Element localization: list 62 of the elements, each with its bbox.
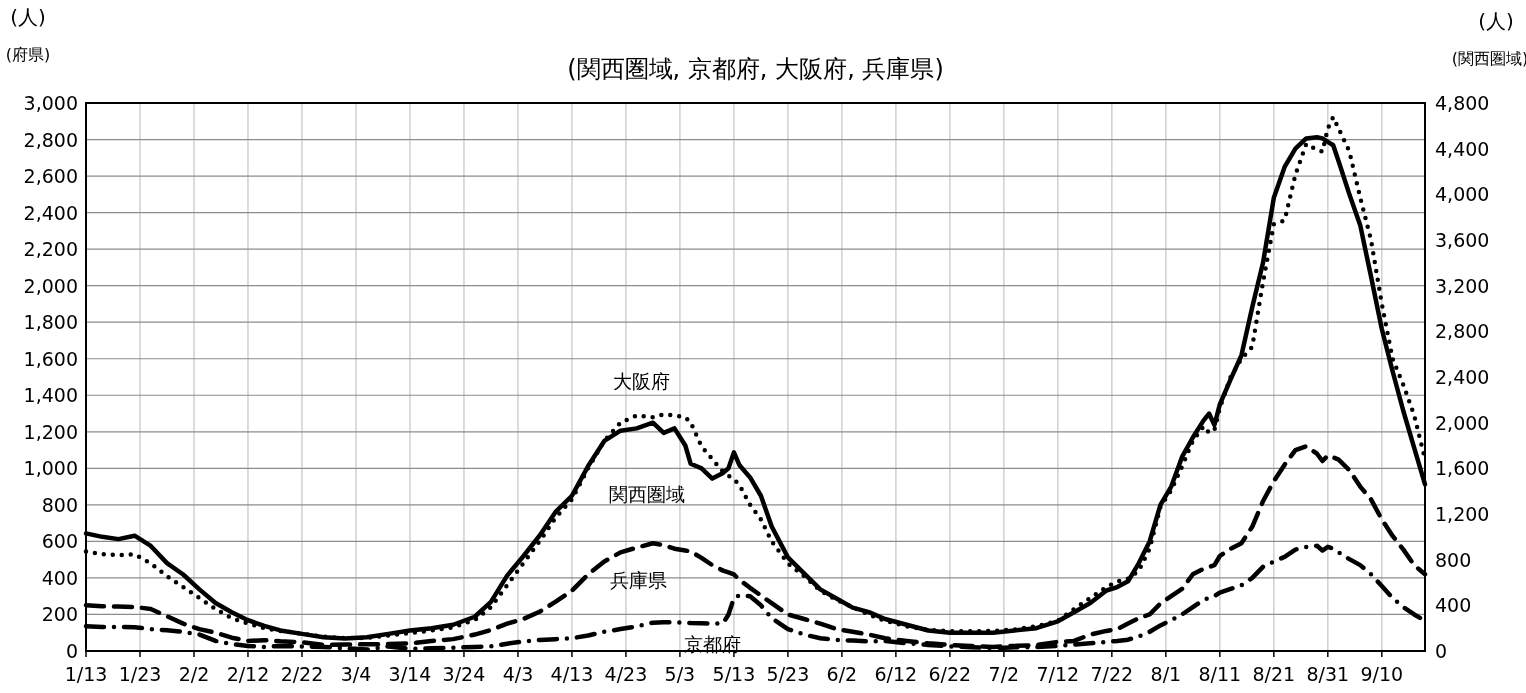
series-label: 兵庫県 bbox=[609, 568, 667, 591]
y-tick-label: 2,400 bbox=[23, 201, 78, 224]
x-tick-label: 2/22 bbox=[280, 663, 324, 685]
x-tick-label: 8/1 bbox=[1150, 663, 1182, 685]
text: (府県) bbox=[5, 45, 51, 64]
y-tick-label: 0 bbox=[65, 640, 78, 662]
series-label: 大阪府 bbox=[613, 369, 671, 392]
y-tick-label: 1,400 bbox=[23, 384, 78, 407]
x-tick-label: 9/10 bbox=[1360, 663, 1404, 685]
x-tick-label: 2/2 bbox=[178, 663, 210, 685]
chart-title: (関西圏域, 京都府, 大阪府, 兵庫県) bbox=[567, 55, 944, 83]
x-tick-label: 3/4 bbox=[340, 663, 372, 685]
y2-tick-label: 3,600 bbox=[1435, 229, 1490, 251]
x-tick-label: 8/21 bbox=[1252, 663, 1296, 685]
x-tick-label: 8/31 bbox=[1306, 663, 1350, 685]
y-tick-label: 2,600 bbox=[23, 165, 78, 188]
y2-tick-label: 3,200 bbox=[1435, 274, 1490, 297]
x-tick-label: 1/13 bbox=[64, 663, 108, 685]
y-tick-label: 600 bbox=[41, 530, 78, 553]
x-tick-label: 3/14 bbox=[388, 663, 432, 685]
x-tick-label: 7/22 bbox=[1090, 663, 1134, 685]
y2-tick-label: 0 bbox=[1435, 640, 1448, 662]
y2-tick-label: 800 bbox=[1435, 548, 1472, 571]
x-tick-label: 6/12 bbox=[874, 663, 918, 685]
y2-tick-label: 2,800 bbox=[1435, 320, 1490, 343]
x-tick-label: 5/13 bbox=[712, 663, 756, 685]
x-tick-label: 8/11 bbox=[1198, 663, 1242, 685]
y-tick-label: 400 bbox=[41, 566, 78, 589]
y-tick-label: 3,000 bbox=[23, 92, 78, 114]
x-tick-label: 5/3 bbox=[664, 663, 696, 685]
x-tick-label: 7/12 bbox=[1036, 663, 1080, 685]
y2-tick-label: 4,400 bbox=[1435, 137, 1490, 160]
x-tick-label: 3/24 bbox=[442, 663, 486, 685]
y2-tick-label: 1,200 bbox=[1435, 503, 1490, 525]
y-axis-title: (人) bbox=[10, 5, 46, 29]
x-tick-label: 4/13 bbox=[550, 663, 594, 685]
y2-axis-title: (人) bbox=[1478, 9, 1514, 33]
x-tick-label: 6/2 bbox=[826, 663, 858, 685]
y2-tick-label: 400 bbox=[1435, 594, 1472, 617]
y-tick-label: 2,000 bbox=[23, 274, 78, 297]
y2-tick-label: 2,400 bbox=[1435, 366, 1490, 388]
y-tick-label: 1,000 bbox=[23, 457, 78, 480]
text: (関西圏域) bbox=[1451, 49, 1526, 68]
x-tick-label: 7/2 bbox=[988, 663, 1020, 685]
x-tick-label: 4/3 bbox=[502, 663, 534, 685]
x-tick-label: 1/23 bbox=[118, 663, 162, 685]
y2-tick-label: 4,800 bbox=[1435, 92, 1490, 114]
x-tick-label: 5/23 bbox=[766, 663, 810, 685]
y-tick-label: 2,200 bbox=[23, 238, 78, 261]
y-tick-label: 1,800 bbox=[23, 311, 78, 334]
y-tick-label: 1,600 bbox=[23, 347, 78, 370]
y-tick-label: 200 bbox=[41, 603, 78, 626]
x-tick-label: 2/12 bbox=[226, 663, 270, 685]
series-label: 関西圏域 bbox=[609, 482, 686, 505]
y2-tick-label: 2,000 bbox=[1435, 411, 1490, 434]
y2-tick-label: 1,600 bbox=[1435, 457, 1490, 480]
y-tick-label: 800 bbox=[41, 493, 78, 516]
y-tick-label: 1,200 bbox=[23, 420, 78, 443]
y2-tick-label: 4,000 bbox=[1435, 183, 1490, 206]
y-tick-label: 2,800 bbox=[23, 128, 78, 151]
x-tick-label: 6/22 bbox=[928, 663, 972, 685]
x-tick-label: 4/23 bbox=[604, 663, 648, 685]
